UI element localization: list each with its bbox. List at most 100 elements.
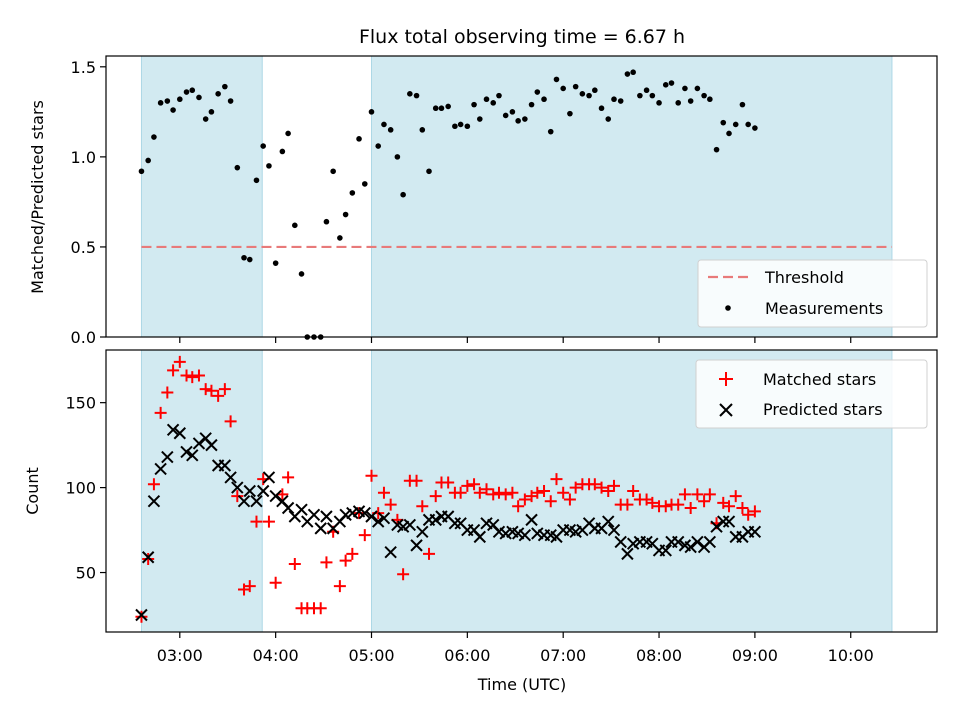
bottom-y-ticks: 50 100 150 (65, 394, 106, 583)
legend-matched-label: Matched stars (763, 370, 876, 389)
matched-star-point (588, 478, 601, 491)
matched-star-point (410, 474, 423, 487)
predicted-star-point (141, 551, 155, 564)
matched-star-point (262, 515, 275, 528)
measurement-point (586, 92, 592, 99)
measurement-point (592, 87, 598, 94)
matched-star-point (487, 488, 500, 501)
matched-star-point (377, 486, 390, 499)
y-tick-label: 50 (76, 564, 96, 583)
matched-star-point (186, 371, 199, 384)
matched-star-point (320, 556, 333, 569)
matched-star-point (595, 481, 608, 494)
predicted-star-point (237, 494, 251, 508)
bottom-y-axis-label: Count (23, 467, 42, 515)
matched-star-point (569, 481, 582, 494)
matched-star-point (538, 485, 551, 497)
measurement-point (394, 154, 401, 160)
matched-star-point (333, 580, 346, 593)
measurement-point (222, 83, 228, 90)
matched-star-point (358, 529, 371, 542)
predicted-star-point (231, 481, 244, 494)
measurement-point (687, 98, 694, 104)
predicted-star-point (320, 510, 333, 523)
matched-star-point (212, 389, 225, 402)
measurement-point (605, 116, 612, 122)
matched-star-point (353, 507, 366, 520)
matched-star-point (199, 383, 212, 396)
measurement-point (522, 116, 528, 122)
predicted-star-point (307, 508, 321, 521)
y-tick-label: 0.0 (71, 328, 96, 347)
bottom-legend-box (695, 359, 928, 429)
predicted-star-point (448, 517, 462, 530)
shaded-region (140, 55, 263, 338)
measurement-point (675, 100, 682, 106)
matched-star-point (161, 386, 174, 399)
measurement-point (598, 105, 605, 112)
measurement-point (272, 260, 279, 266)
measurement-point (400, 191, 406, 198)
matched-star-point (339, 554, 352, 567)
predicted-star-point (377, 511, 391, 525)
predicted-star-point (180, 445, 193, 459)
predicted-star-point (161, 450, 174, 464)
predicted-star-point (518, 528, 532, 542)
predicted-star-point (416, 525, 429, 538)
measurement-point (707, 96, 713, 103)
predicted-star-point (173, 427, 187, 440)
matched-star-point (659, 500, 672, 513)
predicted-star-point (281, 501, 295, 515)
matched-star-point (314, 602, 327, 615)
measurement-point (241, 254, 247, 261)
measurement-point (330, 168, 336, 175)
matched-star-point (544, 495, 557, 508)
measurement-point (745, 121, 751, 128)
matched-star-point (243, 580, 256, 593)
predicted-star-point (166, 423, 180, 437)
measurement-point (189, 87, 196, 94)
predicted-star-point (525, 513, 538, 527)
top-legend: Threshold Measurements (697, 259, 928, 328)
predicted-star-point (135, 608, 148, 622)
measurement-point (349, 190, 356, 196)
measurement-point (426, 168, 432, 175)
matched-star-point (627, 485, 640, 497)
measurement-point (438, 105, 445, 112)
measurement-point (617, 98, 624, 104)
matched-star-point (397, 568, 410, 581)
measurement-point (432, 105, 439, 112)
measurement-point (413, 92, 420, 99)
measurement-point (682, 85, 688, 92)
predicted-star-point (205, 438, 218, 452)
predicted-star-point (614, 535, 627, 549)
predicted-stars-points (135, 423, 762, 622)
measurement-point (157, 100, 164, 106)
x-tick-label: 06:00 (444, 646, 490, 665)
matched-star-point (154, 406, 167, 419)
measurement-point (477, 116, 483, 122)
matched-star-point (192, 369, 205, 382)
predicted-star-point (684, 540, 697, 554)
predicted-star-point (473, 530, 487, 544)
measurement-point (342, 211, 349, 218)
measurement-point (177, 96, 183, 103)
measurement-point (662, 82, 669, 88)
predicted-star-point (748, 525, 762, 538)
measurement-point (151, 134, 157, 140)
bottom-x-ticks: 03:00 04:00 05:00 06:00 07:00 08:00 09:00 10:00 (157, 632, 874, 665)
predicted-star-point (602, 515, 615, 528)
measurement-point (496, 92, 502, 99)
matched-star-point (473, 486, 486, 499)
measurement-point (145, 157, 151, 164)
matched-star-point (231, 490, 244, 503)
measurement-point (279, 148, 286, 155)
measurement-point (649, 92, 656, 99)
top-panel-frame (105, 55, 938, 338)
predicted-star-point (703, 535, 717, 549)
predicted-star-point (691, 535, 704, 549)
measurement-point (515, 118, 521, 124)
measurement-point (138, 168, 145, 175)
measurement-point (471, 101, 477, 108)
measurement-point (253, 177, 260, 184)
